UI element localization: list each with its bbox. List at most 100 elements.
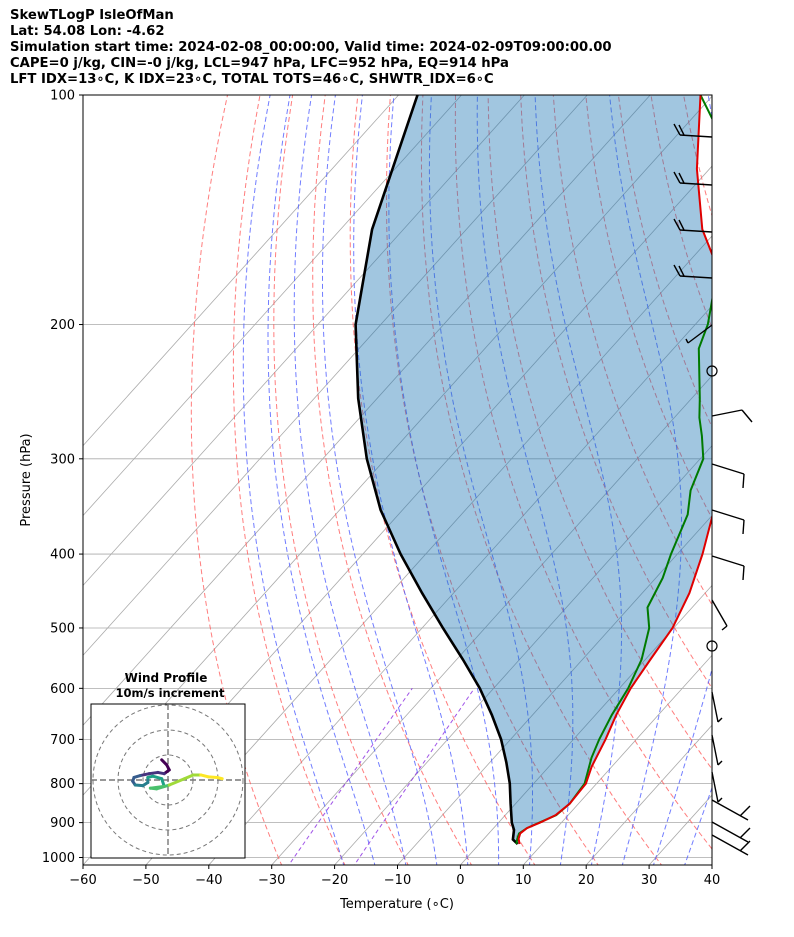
barb-staff (711, 463, 745, 475)
wind-barb (711, 409, 753, 423)
isotherm-line (585, 724, 712, 865)
hodograph-subtitle: 10m/s increment (116, 686, 225, 700)
barb-staff (679, 229, 713, 233)
dry-adiabat (454, 95, 712, 850)
y-axis-label: Pressure (hPa) (19, 433, 34, 526)
x-tick-label: −30 (258, 873, 285, 888)
cin-shaded-area (355, 95, 712, 844)
stability-indices-1: CAPE=0 j/kg, CIN=-0 j/kg, LCL=947 hPa, L… (10, 56, 509, 71)
dry-adiabat (420, 95, 663, 865)
y-tick-label: 300 (50, 452, 75, 467)
y-tick-label: 100 (50, 89, 75, 104)
dry-adiabat (585, 95, 712, 520)
moist-adiabat (242, 95, 345, 865)
dry-adiabat (349, 95, 536, 865)
stability-indices-2: LFT IDX=13∘C, K IDX=23∘C, TOTAL TOTS=46∘… (10, 72, 494, 87)
y-tick-label: 800 (50, 777, 75, 792)
barb-staff (711, 734, 719, 766)
barb-flag (742, 565, 745, 581)
barb-staff (687, 324, 713, 344)
barb-staff (711, 599, 728, 627)
barb-staff (711, 555, 745, 567)
wind-barb (711, 734, 723, 766)
barb-flag (673, 171, 681, 184)
moist-adiabat (428, 95, 533, 865)
chart-header: SkewTLogP IsleOfMan Lat: 54.08 Lon: -4.6… (10, 8, 612, 88)
hodograph-plot (91, 704, 245, 858)
moist-adiabat (388, 95, 500, 865)
isotherm-line (396, 514, 712, 865)
isotherm-line (83, 95, 462, 517)
wind-barb (711, 799, 751, 821)
moist-adiabat (652, 95, 712, 865)
temperature-line (517, 95, 712, 845)
hodograph-segment (151, 774, 164, 781)
isotherm-line (271, 375, 712, 865)
chart-title: SkewTLogP IsleOfMan (10, 8, 174, 23)
barb-flag (673, 123, 681, 136)
barb-flag (678, 265, 685, 277)
barb-flag (678, 124, 685, 136)
barb-flag (742, 473, 745, 489)
isotherm-line (83, 95, 651, 726)
x-tick-label: −50 (132, 873, 159, 888)
dry-adiabat (487, 95, 712, 770)
isotherm-line (83, 95, 588, 656)
wind-barb (685, 324, 713, 344)
barb-flag (685, 338, 689, 344)
wind-barb (711, 821, 751, 843)
barb-staff (711, 409, 743, 417)
wind-barb (711, 691, 723, 723)
dry-adiabat (749, 95, 794, 874)
y-tick-label: 200 (50, 318, 75, 333)
wind-barb (711, 463, 745, 489)
barb-flag (717, 797, 723, 803)
y-tick-label: 900 (50, 816, 75, 831)
isotherm-line (334, 445, 712, 865)
x-tick-label: 20 (578, 873, 595, 888)
barb-flag (721, 625, 728, 631)
hodograph-segment (138, 772, 151, 778)
dry-adiabat (232, 95, 346, 865)
hodograph-segment (182, 773, 195, 781)
x-tick-label: −20 (321, 873, 348, 888)
wind-barb (673, 218, 713, 233)
wind-barbs (673, 123, 753, 856)
wind-barb (673, 171, 713, 186)
isotherm-line (83, 95, 525, 587)
dry-adiabat (190, 95, 283, 865)
moist-adiabat (684, 786, 712, 865)
moist-adiabat (476, 95, 574, 865)
barb-flag (739, 827, 751, 839)
hodograph-segment (215, 775, 224, 781)
x-tick-label: 0 (456, 873, 464, 888)
x-tick-label: 10 (515, 873, 532, 888)
hodograph-segment (167, 777, 186, 787)
mixing-ratio-line (288, 688, 413, 865)
barb-staff (679, 275, 713, 279)
location-coordinates: Lat: 54.08 Lon: -4.62 (10, 24, 165, 39)
x-tick-label: 30 (641, 873, 658, 888)
moist-adiabat (534, 95, 623, 865)
mixing-ratio-line (353, 688, 475, 865)
wind-barb (673, 123, 713, 138)
barb-flag (741, 409, 753, 423)
barb-staff (679, 182, 713, 186)
x-axis-label: Temperature (∘C) (339, 897, 454, 912)
isotherm-line (145, 235, 712, 865)
isotherm-line (83, 95, 399, 447)
axes: −60 −50 −40 −30 −20 −10 0 10 20 30 40 100 200 300 400 5… (42, 89, 720, 889)
moist-adiabat (712, 95, 794, 875)
y-tick-label: 500 (50, 621, 75, 636)
profile-lines (354, 95, 712, 845)
isotherm-line (208, 305, 712, 865)
moist-adiabat (267, 95, 376, 865)
barb-staff (711, 771, 719, 803)
barb-flag (742, 519, 745, 535)
y-tick-label: 400 (50, 548, 75, 563)
y-tick-label: 1000 (42, 851, 75, 866)
barb-flag (673, 264, 681, 277)
dry-adiabat (781, 95, 794, 874)
